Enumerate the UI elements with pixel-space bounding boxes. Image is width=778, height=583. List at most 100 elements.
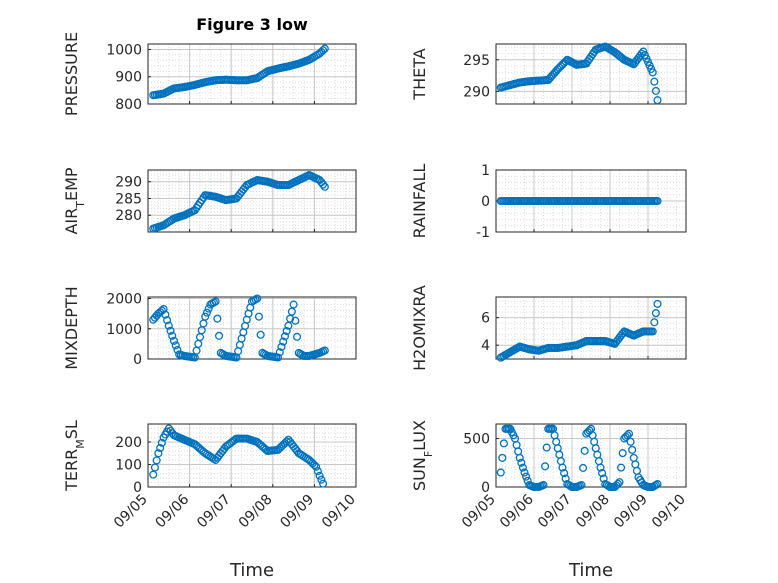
- x-axis-label: Time: [568, 560, 613, 581]
- y-tick-label: 500: [463, 432, 490, 448]
- data-point: [648, 327, 657, 336]
- axes-box: [147, 43, 357, 105]
- y-axis-label-main: PRESSURE: [62, 32, 81, 116]
- data-point: [289, 300, 298, 309]
- data-point: [293, 332, 302, 341]
- y-tick-label: 6: [481, 311, 490, 327]
- data-point: [171, 341, 180, 350]
- data-point: [618, 449, 627, 458]
- data-point: [319, 479, 328, 488]
- data-point: [211, 297, 220, 306]
- data-point: [156, 443, 165, 453]
- data-point: [558, 463, 567, 472]
- data-point: [496, 468, 505, 477]
- data-point: [579, 463, 588, 472]
- data-point: [310, 461, 319, 470]
- data-point: [213, 314, 222, 323]
- y-axis-label: SUNFLUX: [410, 420, 435, 491]
- y-axis-label-subscript: F: [422, 451, 435, 457]
- data-point: [541, 462, 550, 471]
- y-tick-label: 0: [133, 352, 142, 368]
- data-point: [280, 332, 289, 341]
- data-point: [149, 470, 158, 479]
- data-point: [515, 453, 524, 462]
- y-axis-label-main: TERR: [62, 449, 81, 492]
- data-point: [273, 353, 283, 362]
- data-point: [157, 438, 166, 447]
- data-point: [164, 321, 173, 330]
- data-point: [522, 472, 531, 481]
- data-point: [498, 453, 507, 462]
- data-point: [598, 469, 607, 478]
- data-point: [317, 475, 326, 484]
- data-point: [154, 449, 163, 458]
- data-point: [651, 86, 660, 95]
- data-point: [320, 44, 329, 53]
- y-tick-label: 1000: [106, 42, 142, 58]
- y-axis-label-rest: LUX: [410, 420, 429, 451]
- y-tick-label: 1: [481, 163, 490, 179]
- data-point: [275, 348, 284, 357]
- data-point: [653, 96, 662, 105]
- y-tick-label: 4: [481, 338, 490, 354]
- data-point: [291, 316, 300, 325]
- y-tick-label: 900: [115, 70, 142, 86]
- data-point: [319, 180, 328, 189]
- axes-box: [495, 423, 687, 488]
- y-axis-label: TERRMSL: [62, 420, 87, 492]
- y-tick-label: 295: [463, 53, 490, 69]
- data-point: [312, 462, 321, 471]
- data-point: [626, 437, 635, 446]
- data-point: [320, 346, 329, 355]
- axes-box: [147, 169, 357, 233]
- data-point: [163, 316, 172, 325]
- panel-theta: 290 295 THETA: [410, 42, 687, 105]
- data-point: [617, 463, 626, 472]
- data-point: [651, 309, 660, 318]
- data-point: [561, 474, 570, 483]
- data-point: [653, 480, 662, 489]
- data-point: [628, 445, 637, 454]
- data-point: [560, 469, 569, 478]
- y-axis-label-main: AIR: [62, 208, 81, 235]
- data-point: [254, 312, 263, 321]
- data-point: [152, 456, 161, 465]
- y-tick-label: 280: [115, 208, 142, 224]
- y-axis-label: RAINFALL: [410, 164, 429, 239]
- data-point: [648, 68, 657, 77]
- y-axis-label-main: SUN: [410, 457, 429, 491]
- data-point: [499, 439, 508, 448]
- panel-rainfall: -1 0 1 RAINFALL: [410, 163, 687, 241]
- y-tick-label: 290: [463, 84, 490, 100]
- data-point: [518, 463, 527, 472]
- data-point: [653, 299, 662, 308]
- panel-pressure: 800 900 1000 PRESSURE Figure 3 low: [62, 15, 357, 116]
- y-tick-label: 285: [115, 191, 142, 207]
- data-point: [201, 312, 210, 321]
- y-axis-label: MIXDEPTH: [62, 286, 81, 369]
- panel-mixdepth: 0 1000 2000 MIXDEPTH: [62, 286, 357, 370]
- data-point: [520, 468, 529, 477]
- data-point: [315, 471, 324, 480]
- data-point: [650, 318, 659, 327]
- data-point: [542, 443, 551, 452]
- chart-title: Figure 3 low: [196, 15, 308, 34]
- data-point: [613, 479, 622, 488]
- data-point: [253, 294, 262, 303]
- data-point: [539, 481, 548, 490]
- data-point: [653, 196, 662, 206]
- y-axis-label-main: THETA: [410, 48, 429, 100]
- y-axis-label-rest: SL: [62, 420, 81, 439]
- data-point: [282, 326, 291, 336]
- y-tick-label: 800: [115, 97, 142, 113]
- data-point: [256, 330, 265, 339]
- x-axis-label: Time: [229, 560, 274, 581]
- y-axis-label-subscript: T: [74, 201, 87, 209]
- y-axis-label: THETA: [410, 48, 429, 100]
- data-point: [279, 337, 288, 346]
- y-axis-label: PRESSURE: [62, 32, 81, 116]
- y-tick-label: 1000: [106, 322, 142, 338]
- y-tick-label: 290: [115, 175, 142, 191]
